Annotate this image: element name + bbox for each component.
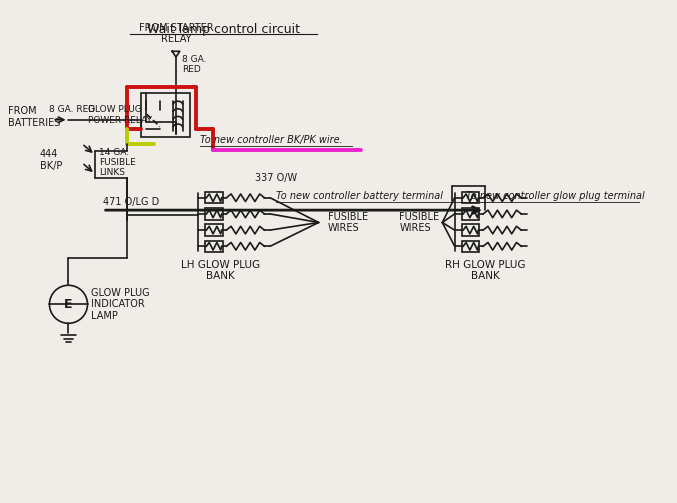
Bar: [205, 240, 223, 252]
Text: 471 O/LG D: 471 O/LG D: [103, 197, 159, 207]
Bar: [205, 208, 223, 220]
Text: FUSIBLE
WIRES: FUSIBLE WIRES: [399, 212, 439, 233]
Text: FUSIBLE
WIRES: FUSIBLE WIRES: [328, 212, 368, 233]
Bar: [462, 208, 479, 220]
Text: 8 GA. RED: 8 GA. RED: [49, 105, 95, 114]
Text: To new controller glow plug terminal: To new controller glow plug terminal: [466, 191, 645, 201]
Text: FROM
BATTERIES: FROM BATTERIES: [7, 106, 60, 128]
Text: 337 O/W: 337 O/W: [255, 174, 297, 184]
Bar: [141, 93, 190, 137]
Text: 444
BK/P: 444 BK/P: [40, 149, 62, 171]
Text: Wait lamp control circuit: Wait lamp control circuit: [147, 23, 300, 36]
Bar: [462, 192, 479, 204]
Text: To new controller BK/PK wire.: To new controller BK/PK wire.: [200, 135, 343, 145]
Text: 8 GA.
RED: 8 GA. RED: [181, 55, 206, 74]
Bar: [462, 224, 479, 236]
Text: RH GLOW PLUG
BANK: RH GLOW PLUG BANK: [445, 260, 525, 281]
Text: FROM STARTER
RELAY: FROM STARTER RELAY: [139, 23, 213, 44]
Bar: [205, 224, 223, 236]
Bar: [462, 240, 479, 252]
Text: GLOW PLUG
INDICATOR
LAMP: GLOW PLUG INDICATOR LAMP: [91, 288, 150, 321]
Bar: [205, 192, 223, 204]
Text: To new controller battery terminal: To new controller battery terminal: [276, 191, 443, 201]
Text: E: E: [64, 298, 72, 311]
Text: GLOW PLUG
POWER RELAY: GLOW PLUG POWER RELAY: [89, 105, 152, 125]
Text: 14 GA.
FUSIBLE
LINKS: 14 GA. FUSIBLE LINKS: [99, 148, 135, 178]
Text: LH GLOW PLUG
BANK: LH GLOW PLUG BANK: [181, 260, 260, 281]
